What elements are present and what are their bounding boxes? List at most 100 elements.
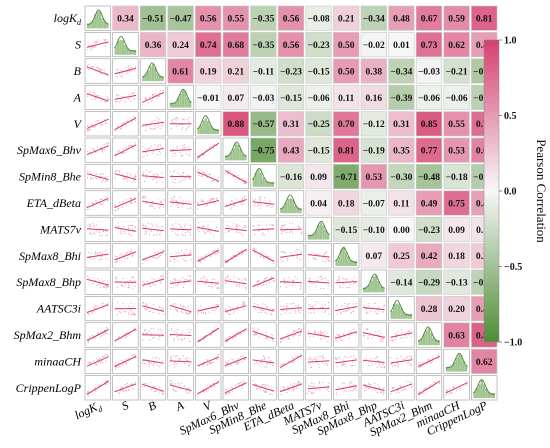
scatter-point (410, 356, 412, 359)
scatter-point (292, 256, 294, 258)
scatter-point (341, 277, 343, 279)
scatter-point (141, 126, 143, 128)
scatter-point (400, 355, 402, 357)
scatter-point (202, 171, 204, 173)
scatter-point (231, 358, 233, 361)
scatter-point (298, 328, 300, 330)
scatter-point (158, 95, 161, 97)
scatter-point (335, 340, 337, 342)
correlation-cell: 0.11 (333, 84, 360, 110)
scatter-point (232, 312, 235, 314)
scatter-point (225, 277, 227, 279)
scatter-point (445, 393, 447, 395)
scatter-point (290, 252, 292, 254)
scatter-point (202, 226, 204, 228)
scatter-point (242, 384, 244, 387)
regression-line (114, 117, 137, 131)
scatter-point (270, 277, 272, 279)
scatter-point (184, 177, 186, 179)
scatter-point (259, 200, 261, 202)
scatter-point (197, 308, 199, 310)
scatter-point (363, 305, 365, 307)
scatter-point (205, 172, 207, 174)
correlation-value: −0.35 (252, 15, 274, 25)
correlation-value: 0.36 (145, 41, 162, 51)
density-bar (239, 148, 242, 161)
scatter-point (125, 146, 127, 148)
correlation-cell-bg (360, 5, 387, 31)
correlation-cell: 0.81 (333, 137, 360, 163)
scatter-point (308, 390, 310, 392)
regression-line (169, 384, 192, 392)
label-main: AATSC3i (36, 302, 81, 316)
correlation-cell-bg (250, 32, 277, 58)
scatter-point (338, 334, 340, 336)
scatter-cell (443, 375, 470, 401)
scatter-cell (222, 164, 249, 190)
scatter-point (90, 232, 92, 234)
correlation-cell-bg (415, 111, 443, 137)
scatter-point (131, 277, 133, 279)
scatter-point (174, 390, 177, 392)
scatter-point (445, 394, 447, 396)
scatter-point (314, 330, 316, 332)
scatter-point (379, 391, 382, 393)
scatter-point (188, 331, 190, 333)
scatter-point (142, 339, 144, 341)
scatter-point (173, 153, 175, 155)
scatter-point (228, 313, 230, 315)
scatter-cell (139, 269, 167, 295)
scatter-point (336, 357, 338, 359)
scatter-point (375, 331, 377, 333)
regression-line (445, 382, 468, 394)
correlation-value: 0.09 (310, 173, 327, 183)
scatter-point (292, 336, 294, 338)
scatter-point (262, 232, 264, 234)
scatter-cell (195, 137, 222, 163)
scatter-point (212, 198, 215, 200)
scatter-point (309, 363, 311, 365)
correlation-cell: 0.48 (388, 5, 415, 31)
scatter-point (134, 175, 136, 177)
scatter-point (174, 279, 177, 281)
scatter-point (255, 333, 257, 335)
scatter-point (91, 153, 93, 155)
density-curve (307, 220, 330, 237)
scatter-point (95, 230, 97, 232)
y-axis-label: CrippenLogP (16, 381, 82, 395)
scatter-point (104, 333, 106, 335)
scatter-point (177, 260, 179, 262)
scatter-point (179, 196, 181, 198)
scatter-point (122, 122, 124, 124)
scatter-point (231, 337, 233, 340)
scatter-point (189, 340, 191, 342)
correlation-cell-bg (443, 111, 470, 137)
scatter-point (315, 280, 317, 282)
scatter-cell (195, 164, 222, 190)
scatter-point (86, 130, 88, 132)
scatter-point (173, 149, 175, 151)
scatter-point (144, 329, 146, 332)
correlation-cell: 0.53 (360, 164, 387, 190)
scatter-point (344, 363, 346, 365)
scatter-point (253, 199, 255, 201)
scatter-point (182, 307, 184, 309)
scatter-point (116, 286, 119, 288)
correlation-value: −0.34 (390, 67, 412, 77)
scatter-point (325, 257, 327, 260)
scatter-point (374, 357, 376, 359)
scatter-point (407, 381, 409, 383)
scatter-point (321, 275, 323, 278)
scatter-point (180, 338, 182, 340)
scatter-point (118, 208, 120, 210)
scatter-point (427, 362, 429, 364)
scatter-point (396, 362, 398, 364)
scatter-point (97, 119, 99, 122)
scatter-cell (139, 190, 167, 216)
scatter-point (241, 203, 243, 205)
scatter-point (151, 205, 153, 207)
scatter-point (105, 380, 107, 382)
scatter-point (323, 288, 325, 290)
scatter-point (337, 313, 339, 315)
regression-line (169, 149, 192, 152)
